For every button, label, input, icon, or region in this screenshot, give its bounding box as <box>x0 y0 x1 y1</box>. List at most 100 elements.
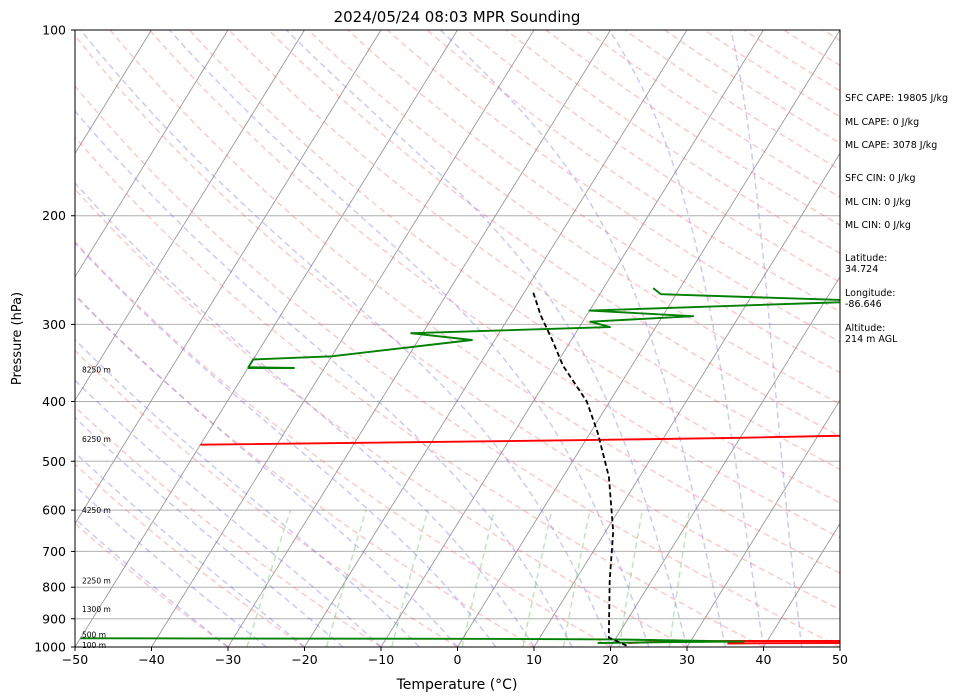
moist-adiabat <box>168 30 650 647</box>
x-tick-label: −20 <box>291 652 317 667</box>
isotherm-line <box>380 30 764 647</box>
ml-cape-text-2: ML CAPE: 3078 J/kg <box>845 140 938 151</box>
dry-adiabat <box>307 30 840 406</box>
y-axis-label: Pressure (hPa) <box>10 292 25 385</box>
x-tick-label: 40 <box>756 652 772 667</box>
x-tick-label: 10 <box>526 652 542 667</box>
dry-adiabat <box>75 522 229 647</box>
moist-adiabat <box>75 485 267 647</box>
y-tick-label: 900 <box>42 611 66 626</box>
y-tick-label: 700 <box>42 544 66 559</box>
isotherm-line <box>75 30 458 647</box>
height-label: 6250 m <box>82 435 111 444</box>
dry-adiabat <box>75 135 764 647</box>
isotherm-line <box>75 30 229 278</box>
dry-adiabat <box>228 30 840 471</box>
moist-adiabat <box>80 30 612 647</box>
height-label: 500 m <box>82 631 106 640</box>
sounding-series-1 <box>200 434 840 446</box>
height-label: 100 m <box>82 641 106 650</box>
moist-adiabat <box>75 293 459 647</box>
y-tick-label: 600 <box>42 503 66 518</box>
height-label: 8250 m <box>82 365 111 374</box>
mixing-ratio-line <box>562 509 591 647</box>
mixing-ratio-line <box>325 509 367 647</box>
isotherm-line <box>610 275 840 647</box>
dry-adiabat <box>664 30 840 144</box>
mixing-ratio-line <box>618 509 644 647</box>
height-label: 1300 m <box>82 605 111 614</box>
isotherm-line <box>763 522 840 647</box>
sfc-cin-text: SFC CIN: 0 J/kg <box>845 173 916 184</box>
moist-adiabat <box>285 30 688 647</box>
ml-cape-text: ML CAPE: 0 J/kg <box>845 117 920 128</box>
isotherm-line <box>457 30 840 647</box>
isotherm-line <box>304 30 688 647</box>
isotherm-line <box>75 30 305 402</box>
dry-adiabat <box>75 349 458 647</box>
y-tick-label: 100 <box>42 23 66 38</box>
chart-title: 2024/05/24 08:03 MPR Sounding <box>334 8 581 26</box>
isotherm-line <box>75 30 382 525</box>
mixing-ratio-line <box>461 509 496 647</box>
dry-adiabat <box>188 30 840 504</box>
moist-adiabat <box>75 181 535 647</box>
y-tick-label: 500 <box>42 454 66 469</box>
mixing-ratio-line <box>668 509 691 647</box>
x-tick-label: −50 <box>62 652 88 667</box>
moist-adiabat <box>439 30 727 647</box>
x-tick-label: −10 <box>368 652 394 667</box>
moist-adiabat <box>75 242 497 647</box>
dry-adiabat <box>347 30 840 374</box>
mixing-ratio-line <box>391 509 429 647</box>
isotherm-line <box>686 399 840 647</box>
dry-adiabat <box>426 30 840 313</box>
ml-cin-text: ML CIN: 0 J/kg <box>845 197 911 208</box>
moist-adiabat <box>75 109 573 647</box>
moist-adiabat <box>608 30 765 647</box>
longitude-text: Longitude: -86.646 <box>845 288 896 310</box>
dry-adiabat <box>75 34 840 611</box>
y-tick-label: 800 <box>42 580 66 595</box>
x-tick-label: −30 <box>215 652 241 667</box>
latitude-text: Latitude: 34.724 <box>845 253 888 275</box>
dry-adiabat <box>387 30 840 343</box>
mixing-ratio-line <box>522 509 553 647</box>
dry-adiabat <box>75 240 611 647</box>
x-tick-label: −40 <box>138 652 164 667</box>
x-axis-label: Temperature (°C) <box>396 677 518 693</box>
dry-adiabat <box>268 30 840 438</box>
moist-adiabat <box>730 30 803 647</box>
moist-adiabat <box>75 451 305 647</box>
isotherm-line <box>75 30 152 155</box>
sounding-series-2 <box>80 637 745 644</box>
x-tick-label: 50 <box>832 652 848 667</box>
moist-adiabat <box>75 338 420 647</box>
x-tick-label: 0 <box>454 652 462 667</box>
dry-adiabat <box>75 84 840 647</box>
dry-adiabat <box>75 294 535 647</box>
isotherm-line <box>227 30 611 647</box>
ml-cin-text-2: ML CIN: 0 J/kg <box>845 220 911 231</box>
x-tick-label: 30 <box>679 652 695 667</box>
dry-adiabat <box>624 30 840 171</box>
isotherm-line <box>533 152 840 647</box>
x-tick-label: 20 <box>603 652 619 667</box>
dry-adiabat <box>149 30 840 539</box>
y-tick-label: 400 <box>42 394 66 409</box>
sounding-series-4 <box>531 290 627 647</box>
moist-adiabat <box>75 517 229 647</box>
mixing-ratio-line <box>246 509 292 647</box>
y-tick-label: 200 <box>42 208 66 223</box>
y-tick-label: 1000 <box>34 640 66 655</box>
sfc-cape-text: SFC CAPE: 19805 J/kg <box>845 93 949 104</box>
altitude-text: Altitude: 214 m AGL <box>845 323 898 345</box>
dry-adiabat <box>75 463 305 647</box>
y-tick-label: 300 <box>42 317 66 332</box>
height-label: 2250 m <box>82 576 111 585</box>
height-label: 4250 m <box>82 506 111 515</box>
moist-adiabat <box>75 416 344 647</box>
dry-adiabat <box>109 30 840 574</box>
dry-adiabat <box>75 187 688 647</box>
